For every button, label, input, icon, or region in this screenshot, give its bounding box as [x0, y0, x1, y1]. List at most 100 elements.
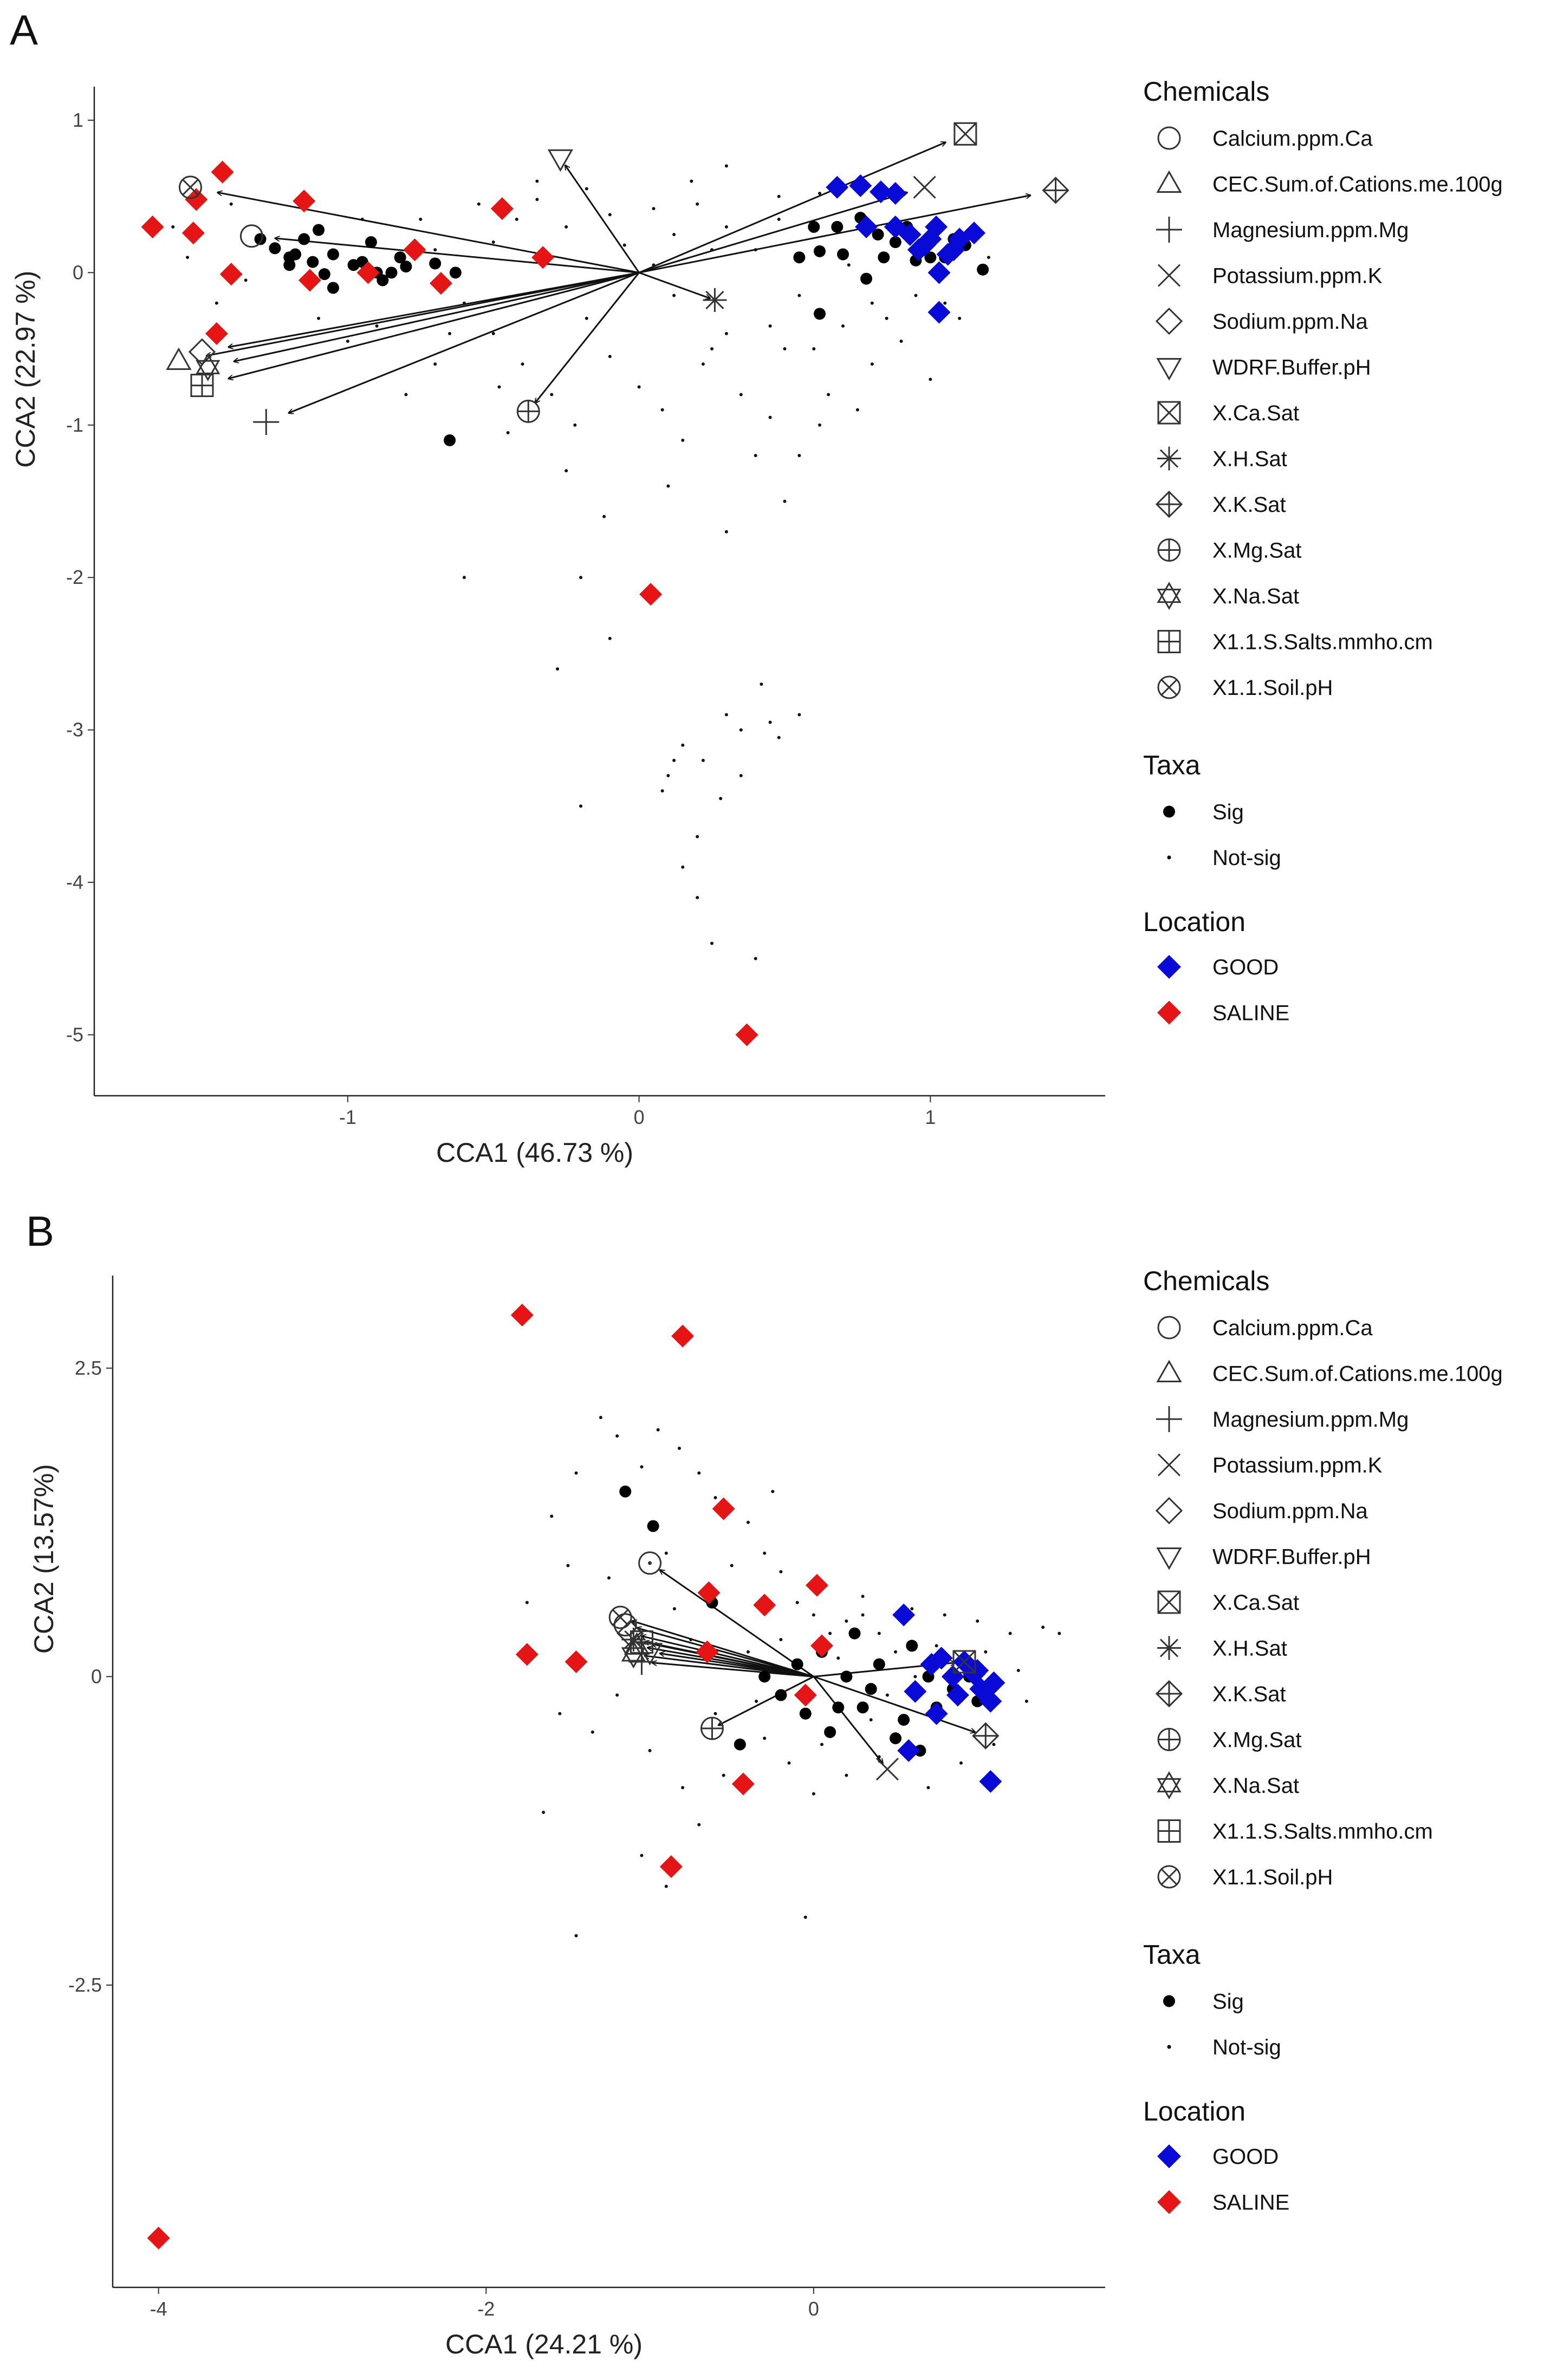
legend-x1-1-s-salts-mmho-cm-label: X1.1.S.Salts.mmho.cm [1212, 630, 1433, 654]
taxa-not-sig-point [777, 194, 781, 198]
chemical-x-k-sat-marker [972, 1722, 1000, 1750]
taxa-not-sig-point [777, 736, 781, 739]
location-saline-point [356, 261, 380, 284]
taxa-sig-point [860, 272, 873, 285]
legend-calcium-ppm-ca-icon [1157, 126, 1181, 150]
taxa-not-sig-point [664, 1551, 668, 1555]
location-good-point [884, 181, 907, 205]
taxa-not-sig-point [491, 331, 495, 335]
location-good-point [979, 1689, 1002, 1713]
taxa-not-sig-point [433, 248, 437, 252]
location-saline-point [298, 269, 321, 292]
taxa-not-sig-point [719, 797, 723, 801]
taxa-not-sig-point [847, 263, 851, 267]
taxa-sig-point [394, 251, 406, 264]
taxa-not-sig-point [739, 393, 743, 396]
taxa-not-sig-point [828, 1631, 832, 1635]
taxa-sig-point [824, 1726, 836, 1738]
legend-x-ca-sat-label: X.Ca.Sat [1212, 401, 1299, 425]
legend-sig-icon [1163, 805, 1175, 818]
taxa-not-sig-point [696, 896, 699, 900]
taxa-sig-point [444, 434, 456, 446]
arrow-x1-1-s-salts-mmho-cm [228, 271, 639, 379]
legend-x-h-sat-icon [1157, 1636, 1181, 1660]
taxa-not-sig-point [870, 301, 874, 305]
taxa-sig-point [775, 1689, 787, 1701]
panel-b: B -4 -2 0 2.5 0 -2.5 CCA1 (24.21 %) CCA2 (13.57%… [26, 1207, 1503, 2359]
location-saline-point [712, 1497, 735, 1520]
taxa-sig-point [313, 224, 325, 236]
taxa-not-sig-point [566, 1564, 570, 1568]
x-tick-label: -2 [477, 2298, 495, 2320]
location-saline-point [810, 1634, 834, 1657]
x-axis-title: CCA1 (24.21 %) [445, 2329, 643, 2359]
taxa-not-sig-point [812, 347, 816, 351]
taxa-not-sig-point [724, 225, 728, 229]
taxa-sig-point [914, 1745, 926, 1757]
arrow-potassium-ppm-k [639, 192, 907, 274]
arrow-magnesium-ppm-mg [289, 271, 640, 413]
taxa-sig-point [873, 1658, 885, 1670]
location-saline-point [565, 1650, 588, 1674]
location-saline-point [805, 1573, 828, 1597]
taxa-not-sig-point [827, 393, 831, 396]
taxa-sig-point [857, 1701, 869, 1714]
legend-magnesium-ppm-mg-label: Magnesium.ppm.Mg [1212, 218, 1409, 242]
legend-good-label: GOOD [1212, 2145, 1279, 2169]
y-tick-label: 2.5 [75, 1357, 102, 1379]
taxa-not-sig-point [797, 454, 801, 458]
legend-taxa-title: Taxa [1143, 1940, 1201, 1970]
arrow-x1-1-s-salts-mmho-cm [652, 1644, 814, 1677]
taxa-not-sig-point [506, 431, 510, 434]
taxa-not-sig-point [984, 1650, 988, 1654]
taxa-sig-point [977, 263, 989, 276]
taxa-not-sig-point [914, 294, 918, 297]
legend-magnesium-ppm-mg-icon [1156, 1406, 1182, 1432]
legend-sodium-ppm-na-label: Sodium.ppm.Na [1212, 310, 1368, 334]
chemical-extra-circle-dot-marker [638, 1551, 662, 1575]
legend-not-sig-label: Not-sig [1212, 846, 1281, 870]
taxa-not-sig-point [607, 1576, 611, 1580]
taxa-sig-point [377, 274, 389, 287]
legend-x1-1-soil-ph-label: X1.1.Soil.pH [1212, 676, 1333, 700]
taxa-not-sig-point [656, 1428, 660, 1432]
taxa-sig-point [793, 251, 806, 264]
location-saline-point [671, 1324, 695, 1348]
taxa-not-sig-point [783, 499, 787, 503]
taxa-not-sig-point [771, 1490, 775, 1493]
chemical-x1-1-s-salts-mmho-cm-marker [190, 374, 214, 398]
legend-saline-label: SALINE [1212, 2191, 1289, 2215]
taxa-not-sig-point [491, 240, 495, 244]
taxa-sig-point [898, 1714, 910, 1726]
location-good-point [982, 1671, 1005, 1694]
location-saline-point [205, 322, 228, 345]
legend-x-k-sat-label: X.K.Sat [1212, 493, 1286, 517]
x-tick-label: -1 [339, 1106, 356, 1128]
location-saline-point [639, 583, 663, 606]
taxa-not-sig-point [803, 1915, 807, 1919]
taxa-not-sig-point [739, 774, 743, 778]
legend-x1-1-s-salts-mmho-cm-icon [1157, 1819, 1181, 1843]
taxa-not-sig-point [795, 1601, 799, 1604]
taxa-not-sig-point [760, 682, 763, 686]
arrow-x-k-sat [639, 195, 1031, 274]
taxa-not-sig-point [926, 1786, 930, 1790]
arrow-x-na-sat [233, 271, 639, 361]
legend-x-na-sat-icon [1157, 1771, 1182, 1799]
legend-x-ca-sat-label: X.Ca.Sat [1212, 1591, 1299, 1615]
y-tick-label: -2 [66, 566, 83, 588]
taxa-not-sig-point [599, 1415, 602, 1419]
taxa-sig-point [298, 233, 310, 245]
taxa-not-sig-point [565, 225, 568, 229]
legend-cec-sum-of-cations-me-100g-icon [1156, 1360, 1182, 1382]
taxa-not-sig-point [929, 378, 932, 381]
taxa-not-sig-point [660, 789, 664, 793]
chemical-x1-1-s-salts-mmho-cm-marker [630, 1630, 653, 1654]
legend-x-h-sat-label: X.H.Sat [1212, 1637, 1287, 1661]
taxa-not-sig-point [525, 1601, 529, 1604]
chemical-x1-1-soil-ph-marker [608, 1605, 632, 1629]
taxa-not-sig-point [696, 835, 699, 838]
taxa-sig-point [318, 268, 330, 281]
taxa-sig-point [327, 282, 339, 294]
location-saline-point [403, 238, 426, 262]
